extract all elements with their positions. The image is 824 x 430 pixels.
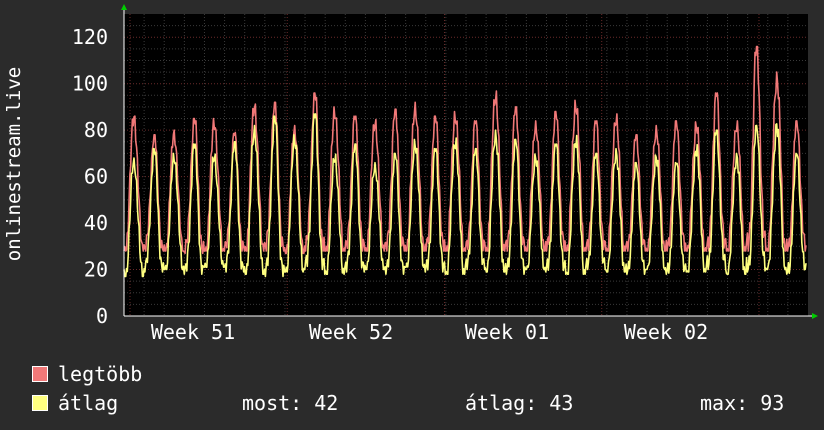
legend-label-avg: átlag — [58, 391, 119, 415]
legend-swatch-avg — [32, 395, 48, 411]
x-tick-label: Week 01 — [465, 320, 549, 344]
y-tick-label: 40 — [84, 211, 108, 235]
x-axis-arrow — [812, 313, 818, 319]
legend-item-avg: átlag — [32, 392, 118, 414]
series-line-avg — [123, 113, 807, 278]
y-axis-label: onlinestream.live — [3, 66, 25, 262]
x-tick-label: Week 52 — [309, 320, 393, 344]
y-tick-label: 0 — [96, 304, 108, 328]
y-tick-label: 20 — [84, 258, 108, 282]
legend-label-max: legtöbb — [58, 362, 143, 386]
stat-max: max: 93 — [700, 391, 785, 415]
x-tick-label: Week 51 — [151, 320, 235, 344]
y-tick-label: 80 — [84, 118, 108, 142]
y-tick-label: 100 — [72, 72, 108, 96]
stat-now: most: 42 — [242, 391, 339, 415]
legend-item-max: legtöbb — [32, 363, 142, 385]
y-tick-label: 120 — [72, 25, 108, 49]
y-tick-label: 60 — [84, 165, 108, 189]
y-axis-arrow — [121, 4, 127, 10]
legend-swatch-max — [32, 366, 48, 382]
stat-avg: átlag: 43 — [465, 391, 574, 415]
x-tick-label: Week 02 — [624, 320, 708, 344]
